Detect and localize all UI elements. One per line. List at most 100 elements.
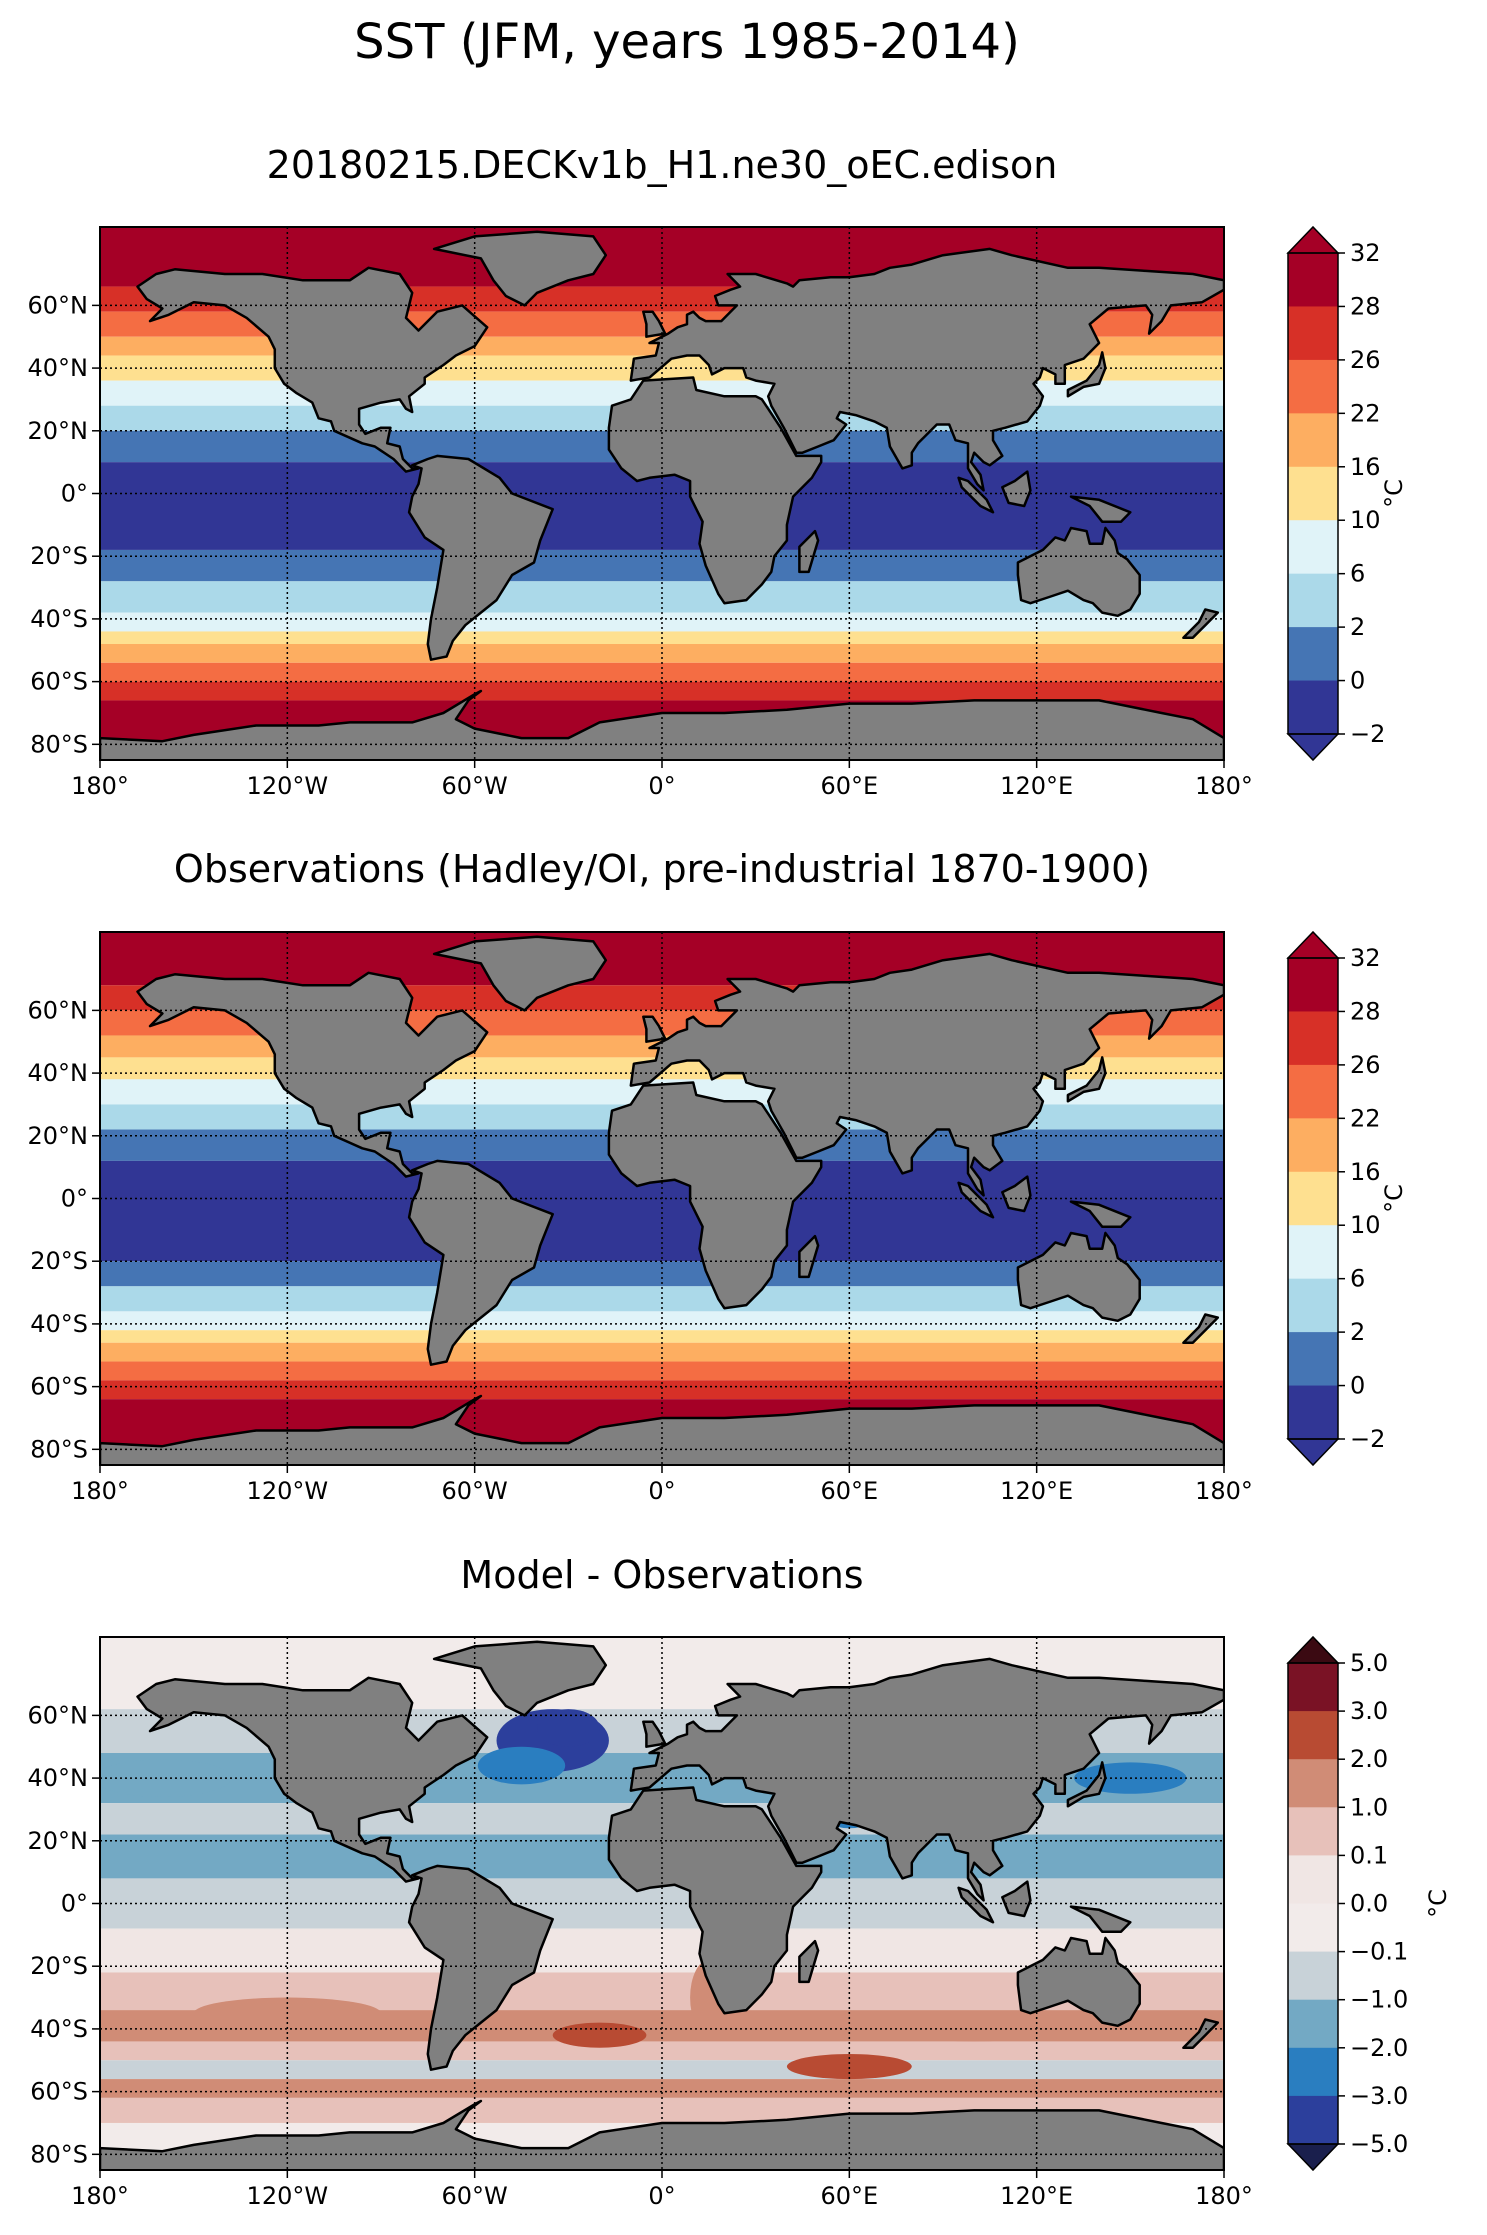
land-greenland	[432, 935, 608, 1012]
anomaly-region	[896, 2016, 1053, 2042]
map-area	[100, 1637, 1224, 2170]
colorbar: 5.0 3.0 2.0 1.0 0.1 0.0 −0.1 −1.0 −2.0 −3.0 −5.0 °C	[1286, 1635, 1452, 2172]
colorbar-segment	[1288, 1385, 1338, 1440]
colorbar-tick-label: 22	[1350, 399, 1381, 427]
land-australia	[1016, 1231, 1141, 1323]
colorbar-segment	[1288, 253, 1338, 307]
land-north-america	[136, 971, 489, 1178]
y-tick-label: 20°S	[30, 542, 88, 570]
y-tick-label: 60°N	[28, 996, 89, 1024]
colorbar-tick-label: 26	[1350, 1051, 1381, 1079]
x-tick-label: 0°	[648, 772, 675, 800]
colorbar-tick-label: 10	[1350, 1211, 1381, 1239]
sst-band	[100, 1330, 1224, 1343]
colorbar-label: °C	[1380, 479, 1408, 508]
land-sumatra	[957, 476, 995, 514]
colorbar-segment	[1288, 359, 1338, 414]
colorbar-segment	[1288, 573, 1338, 628]
colorbar-tick-label: −2.0	[1350, 2034, 1408, 2062]
colorbar-segment	[1288, 306, 1338, 361]
colorbar-tick-label: −2	[1350, 720, 1385, 748]
land-japan	[1066, 1761, 1107, 1808]
anomaly-region	[786, 2053, 912, 2080]
colorbar-segment	[1288, 958, 1338, 1012]
y-tick-label: 60°S	[30, 1373, 88, 1401]
y-tick-label: 20°S	[30, 1247, 88, 1275]
colorbar-tick-label: 2	[1350, 1318, 1365, 1346]
x-tick-label: 180°	[71, 2182, 129, 2210]
colorbar-extend-high	[1286, 1635, 1340, 1664]
x-tick-label: 120°W	[247, 2182, 329, 2210]
y-tick-label: 40°S	[30, 2015, 88, 2043]
colorbar-label: °C	[1424, 1889, 1452, 1918]
land-south-america	[407, 454, 554, 661]
y-tick-label: 40°N	[28, 354, 89, 382]
colorbar-segment	[1288, 1711, 1338, 1760]
y-tick-label: 60°N	[28, 1701, 89, 1729]
land-uk	[642, 1015, 667, 1043]
colorbar-segment	[1288, 1171, 1338, 1226]
x-tick-label: 180°	[1195, 1477, 1253, 1505]
sst-band	[100, 2041, 1224, 2061]
suptitle: SST (JFM, years 1985-2014)	[354, 14, 1020, 70]
colorbar-tick-label: 28	[1350, 997, 1381, 1025]
colorbar-tick-label: 2	[1350, 613, 1365, 641]
x-tick-label: 120°E	[1000, 1477, 1073, 1505]
panel-title: Model - Observations	[460, 1553, 863, 1597]
land-madagascar	[798, 1234, 820, 1279]
colorbar-segment	[1288, 1278, 1338, 1333]
colorbar-tick-label: −5.0	[1350, 2130, 1408, 2158]
x-tick-label: 60°E	[820, 2182, 878, 2210]
y-tick-label: 60°N	[28, 291, 89, 319]
land-madagascar	[798, 1939, 820, 1984]
land-eurasia	[629, 1657, 1224, 1902]
y-tick-label: 20°N	[28, 417, 89, 445]
y-tick-label: 0°	[61, 480, 88, 508]
panel-title: Observations (Hadley/OI, pre-industrial …	[174, 847, 1150, 891]
sst-band	[100, 1361, 1224, 1381]
colorbar-segment	[1288, 466, 1338, 521]
colorbar-frame	[1287, 252, 1339, 735]
colorbar-segment	[1288, 1064, 1338, 1119]
map-area	[100, 932, 1224, 1465]
x-tick-label: 60°E	[820, 772, 878, 800]
land-madagascar	[798, 529, 820, 574]
land-new-guinea	[1069, 1200, 1132, 1228]
colorbar: 32 28 26 22 16 10 6 2 0 −2 °C	[1286, 225, 1408, 762]
colorbar-tick-label: 6	[1350, 1265, 1365, 1293]
y-tick-label: 40°N	[28, 1059, 89, 1087]
colorbar-segment	[1288, 1855, 1338, 1904]
colorbar-tick-label: 5.0	[1350, 1649, 1388, 1677]
land-japan	[1066, 1056, 1107, 1103]
x-tick-label: 120°E	[1000, 2182, 1073, 2210]
y-tick-label: 60°S	[30, 668, 88, 696]
x-tick-label: 60°W	[442, 772, 508, 800]
y-tick-label: 80°S	[30, 2140, 88, 2168]
colorbar-segment	[1288, 1118, 1338, 1173]
colorbar-label: °C	[1380, 1184, 1408, 1213]
land-uk	[642, 310, 667, 338]
y-tick-label: 0°	[61, 1185, 88, 1213]
y-tick-label: 20°N	[28, 1827, 89, 1855]
colorbar-segment	[1288, 1999, 1338, 2049]
colorbar-frame	[1287, 957, 1339, 1440]
colorbar-segment	[1288, 413, 1338, 468]
anomaly-region	[552, 2022, 647, 2048]
colorbar-tick-label: −1.0	[1350, 1986, 1408, 2014]
land-eurasia	[629, 247, 1224, 492]
colorbar-tick-label: 32	[1350, 239, 1381, 267]
land-australia	[1016, 526, 1141, 618]
colorbar-extend-low	[1286, 1438, 1340, 1467]
land-greenland	[432, 1640, 608, 1717]
y-tick-label: 0°	[61, 1890, 88, 1918]
panel-1: 20180215.DECKv1b_H1.ne30_oEC.edison 180° 1…	[28, 143, 1409, 800]
colorbar-segment	[1288, 1951, 1338, 2001]
land-new-zealand	[1182, 608, 1220, 639]
land-north-america	[136, 266, 489, 473]
colorbar-tick-label: −2	[1350, 1425, 1385, 1453]
land-greenland	[432, 230, 608, 307]
x-tick-label: 120°W	[247, 772, 329, 800]
x-tick-label: 60°E	[820, 1477, 878, 1505]
colorbar-tick-label: 16	[1350, 453, 1381, 481]
